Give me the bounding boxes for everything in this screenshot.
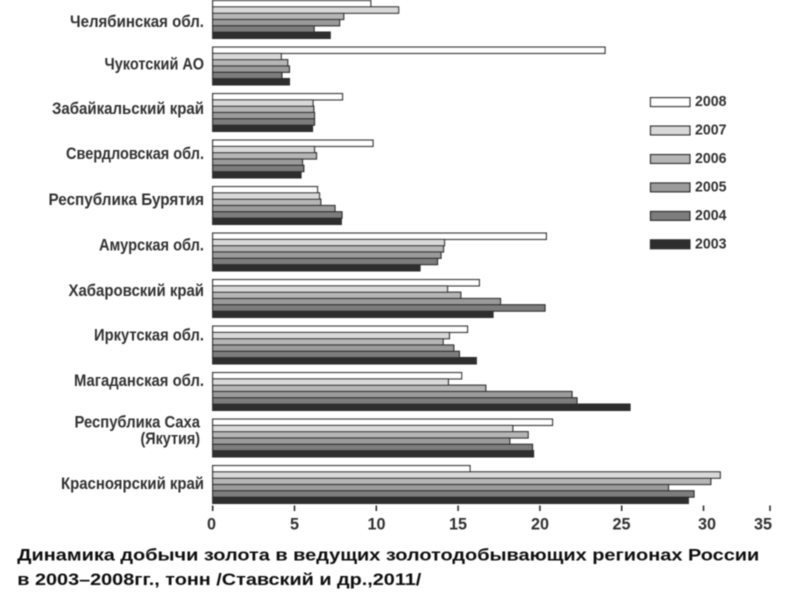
svg-text:10: 10 (367, 515, 385, 533)
svg-text:0: 0 (207, 515, 216, 533)
svg-text:Чукотский АО: Чукотский АО (105, 56, 205, 74)
svg-text:15: 15 (449, 515, 467, 533)
svg-text:Свердловская обл.: Свердловская обл. (66, 145, 204, 163)
svg-text:35: 35 (754, 515, 772, 533)
svg-text:Магаданская обл.: Магаданская обл. (74, 372, 204, 390)
svg-text:2004: 2004 (695, 207, 727, 224)
svg-text:(Якутия): (Якутия) (141, 430, 201, 448)
svg-text:в 2003–2008гг., тонн /Ставский: в 2003–2008гг., тонн /Ставский и др.,201… (17, 570, 421, 589)
svg-text:Челябинская обл.: Челябинская обл. (70, 13, 204, 31)
svg-text:Забайкальский край: Забайкальский край (52, 100, 204, 118)
svg-text:25: 25 (612, 515, 630, 533)
svg-text:2005: 2005 (695, 179, 727, 196)
svg-text:Динамика добычи золота в ведущ: Динамика добычи золота в ведущих золотод… (17, 545, 759, 564)
svg-text:Красноярский край: Красноярский край (61, 475, 204, 493)
svg-text:20: 20 (531, 515, 549, 533)
svg-text:Республика Саха: Республика Саха (75, 413, 201, 431)
svg-text:Иркутская обл.: Иркутская обл. (94, 327, 204, 345)
svg-text:Амурская обл.: Амурская обл. (99, 236, 204, 254)
svg-text:5: 5 (290, 515, 299, 533)
svg-text:2007: 2007 (695, 122, 727, 139)
svg-text:2008: 2008 (695, 93, 727, 110)
svg-text:30: 30 (698, 515, 716, 533)
svg-text:Республика Бурятия: Республика Бурятия (49, 191, 205, 209)
svg-text:2003: 2003 (695, 235, 727, 252)
svg-text:2006: 2006 (695, 150, 727, 167)
svg-text:Хабаровский край: Хабаровский край (69, 282, 205, 300)
